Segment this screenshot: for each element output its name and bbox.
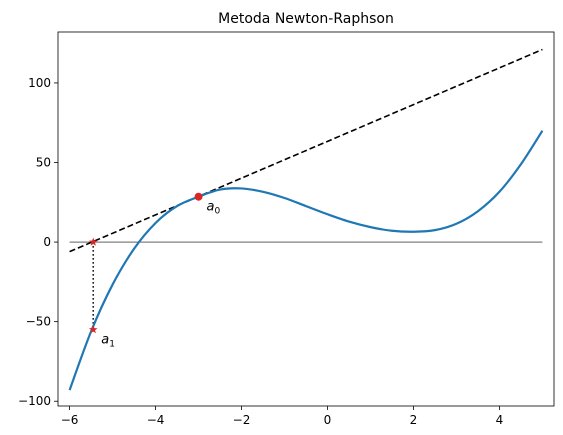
y-tick-label: −100 bbox=[18, 394, 51, 408]
plot-content bbox=[68, 48, 544, 391]
x-axis: −6 −4 −2 0 2 4 bbox=[61, 406, 503, 427]
annotation-a0: a0 bbox=[207, 200, 221, 217]
x-tick-label: −2 bbox=[233, 413, 251, 427]
y-axis: −100 −50 0 50 100 bbox=[18, 76, 58, 408]
y-tick-label: 100 bbox=[28, 76, 51, 90]
x-tick-label: 0 bbox=[324, 413, 332, 427]
chart-title: Metoda Newton-Raphson bbox=[218, 11, 394, 27]
point-a1-marker bbox=[88, 325, 98, 334]
annotation-a1: a1 bbox=[101, 333, 115, 350]
curve-line bbox=[68, 130, 544, 391]
x-tick-label: −6 bbox=[61, 413, 79, 427]
point-a0-marker bbox=[194, 192, 203, 201]
x-tick-label: 4 bbox=[496, 413, 504, 427]
tangent-line bbox=[69, 48, 543, 253]
x-tick-label: −4 bbox=[147, 413, 165, 427]
y-tick-label: 50 bbox=[36, 156, 51, 170]
x-tick-label: 2 bbox=[410, 413, 418, 427]
root-estimate-marker bbox=[88, 237, 98, 246]
plot-frame bbox=[57, 31, 555, 407]
y-tick-label: −50 bbox=[26, 315, 51, 329]
y-tick-label: 0 bbox=[43, 235, 51, 249]
annotations: a0 a1 bbox=[101, 200, 220, 350]
